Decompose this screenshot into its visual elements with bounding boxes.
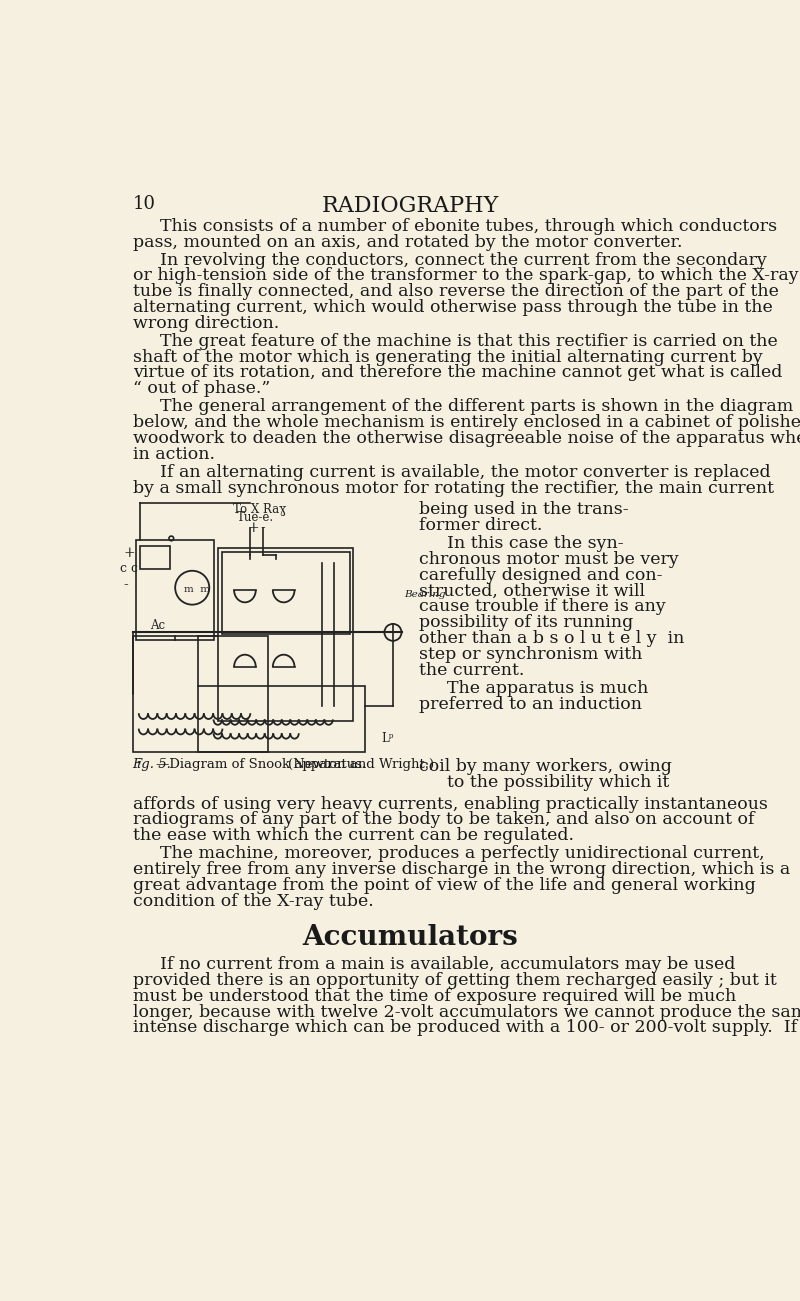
Text: If an alternating current is available, the motor converter is replaced: If an alternating current is available, … (161, 463, 771, 481)
Text: or high-tension side of the transformer to the spark-gap, to which the X-ray: or high-tension side of the transformer … (133, 268, 798, 285)
Text: F: F (133, 758, 142, 771)
Text: other than a b s o l u t e l y  in: other than a b s o l u t e l y in (419, 630, 685, 647)
Text: great advantage from the point of view of the life and general working: great advantage from the point of view o… (133, 877, 755, 894)
Bar (133, 636, 268, 752)
Text: in action.: in action. (133, 446, 214, 463)
Text: 10: 10 (133, 195, 155, 212)
Text: The great feature of the machine is that this rectifier is carried on the: The great feature of the machine is that… (161, 333, 778, 350)
Text: must be understood that the time of exposure required will be much: must be understood that the time of expo… (133, 987, 736, 1004)
Text: “ out of phase.”: “ out of phase.” (133, 380, 270, 397)
Text: carefully designed and con-: carefully designed and con- (419, 567, 662, 584)
Text: ig. 5.: ig. 5. (138, 758, 171, 771)
Text: +: + (247, 522, 259, 536)
Bar (198, 686, 365, 752)
Text: c c: c c (120, 562, 138, 575)
Text: the current.: the current. (419, 662, 525, 679)
Text: affords of using very heavy currents, enabling practically instantaneous: affords of using very heavy currents, en… (133, 796, 767, 813)
Text: shaft of the motor which is generating the initial alternating current by: shaft of the motor which is generating t… (133, 349, 762, 366)
Text: If no current from a main is available, accumulators may be used: If no current from a main is available, … (161, 956, 736, 973)
Text: -: - (123, 579, 128, 592)
Text: This consists of a number of ebonite tubes, through which conductors: This consists of a number of ebonite tub… (161, 217, 778, 234)
Text: chronous motor must be very: chronous motor must be very (419, 552, 679, 569)
Text: +: + (123, 546, 135, 561)
Text: alternating current, which would otherwise pass through the tube in the: alternating current, which would otherwi… (133, 299, 772, 316)
Text: Accumulators: Accumulators (302, 924, 518, 951)
Text: possibility of its running: possibility of its running (419, 614, 634, 631)
Text: coil by many workers, owing: coil by many workers, owing (419, 758, 672, 775)
Text: virtue of its rotation, and therefore the machine cannot get what is called: virtue of its rotation, and therefore th… (133, 364, 782, 381)
Text: In this case the syn-: In this case the syn- (447, 535, 624, 553)
Text: provided there is an opportunity of getting them recharged easily ; but it: provided there is an opportunity of gett… (133, 972, 776, 989)
Bar (218, 548, 354, 721)
Text: Tue-e.: Tue-e. (237, 511, 274, 524)
Text: by a small synchronous motor for rotating the rectifier, the main current: by a small synchronous motor for rotatin… (133, 480, 774, 497)
Text: former direct.: former direct. (419, 518, 542, 535)
Bar (140, 546, 170, 570)
Text: The apparatus is much: The apparatus is much (447, 679, 649, 697)
Text: In revolving the conductors, connect the current from the secondary: In revolving the conductors, connect the… (161, 251, 767, 268)
Text: To X Raɣ: To X Raɣ (234, 503, 286, 516)
Text: radiograms of any part of the body to be taken, and also on account of: radiograms of any part of the body to be… (133, 812, 754, 829)
Text: being used in the trans-: being used in the trans- (419, 501, 629, 519)
Text: cause trouble if there is any: cause trouble if there is any (419, 598, 666, 615)
Text: -: - (261, 522, 265, 536)
Bar (222, 552, 350, 634)
Text: tube is finally connected, and also reverse the direction of the part of the: tube is finally connected, and also reve… (133, 284, 778, 301)
Text: The machine, moreover, produces a perfectly unidirectional current,: The machine, moreover, produces a perfec… (161, 846, 765, 863)
Text: longer, because with twelve 2-volt accumulators we cannot produce the same: longer, because with twelve 2-volt accum… (133, 1003, 800, 1020)
Text: entirely free from any inverse discharge in the wrong direction, which is a: entirely free from any inverse discharge… (133, 861, 790, 878)
Text: below, and the whole mechanism is entirely enclosed in a cabinet of polished: below, and the whole mechanism is entire… (133, 414, 800, 431)
Text: pass, mounted on an axis, and rotated by the motor converter.: pass, mounted on an axis, and rotated by… (133, 233, 682, 251)
Text: wrong direction.: wrong direction. (133, 315, 279, 332)
Text: RADIOGRAPHY: RADIOGRAPHY (322, 195, 498, 217)
Text: step or synchronism with: step or synchronism with (419, 645, 642, 662)
Text: Ac: Ac (150, 618, 166, 631)
Text: m  m: m m (185, 585, 210, 595)
Text: structed, otherwise it will: structed, otherwise it will (419, 583, 646, 600)
Text: —Diagram of Snook apparatus.: —Diagram of Snook apparatus. (156, 758, 366, 771)
Text: Bearing: Bearing (404, 591, 446, 598)
Text: the ease with which the current can be regulated.: the ease with which the current can be r… (133, 827, 574, 844)
Text: (Newton and Wright.): (Newton and Wright.) (287, 758, 434, 771)
Text: The general arrangement of the different parts is shown in the diagram: The general arrangement of the different… (161, 398, 794, 415)
Text: woodwork to deaden the otherwise disagreeable noise of the apparatus when: woodwork to deaden the otherwise disagre… (133, 429, 800, 446)
Text: preferred to an induction: preferred to an induction (419, 696, 642, 713)
Text: intense discharge which can be produced with a 100- or 200-volt supply.  If: intense discharge which can be produced … (133, 1019, 797, 1037)
Text: Lᵖ: Lᵖ (382, 732, 394, 745)
Text: to the possibility which it: to the possibility which it (447, 774, 670, 791)
Text: condition of the X-ray tube.: condition of the X-ray tube. (133, 892, 374, 909)
Bar (137, 540, 214, 640)
